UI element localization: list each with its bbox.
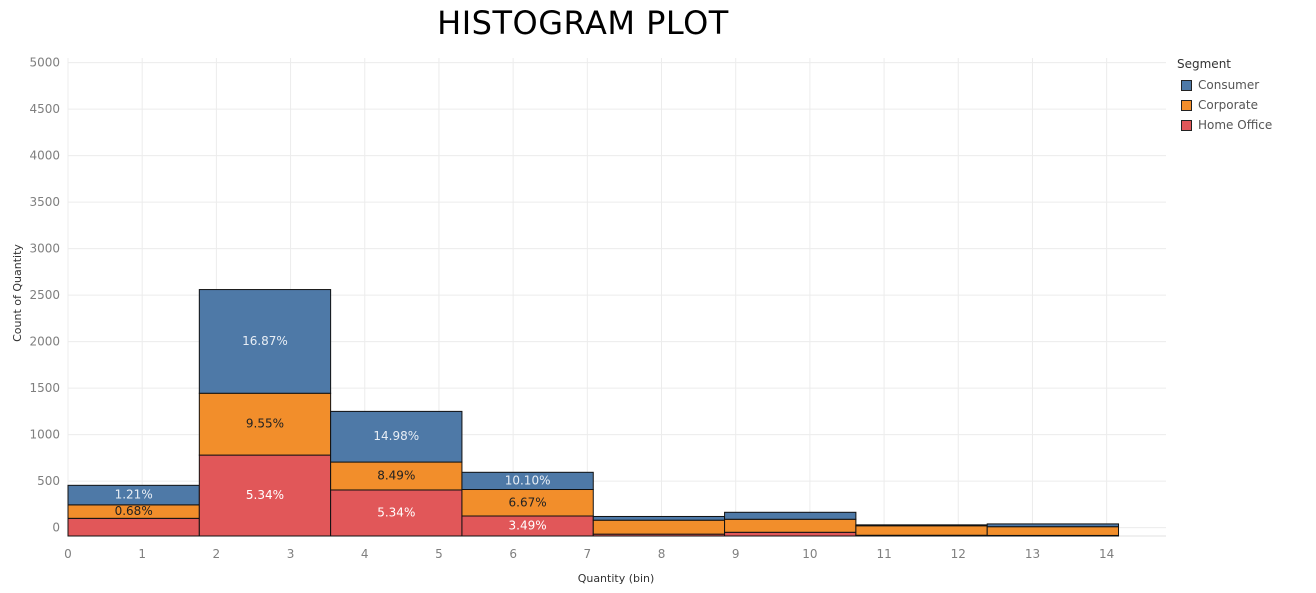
data-label-corporate: 0.68% — [115, 504, 153, 518]
chart-title: HISTOGRAM PLOT — [437, 4, 729, 42]
x-tick-label: 0 — [64, 547, 72, 561]
legend-item-home-office[interactable]: Home Office — [1177, 115, 1272, 135]
x-tick-label: 7 — [584, 547, 592, 561]
bar-consumer — [198, 289, 332, 394]
x-tick-label: 9 — [732, 547, 740, 561]
bar-home-office — [330, 489, 463, 537]
legend-item-consumer[interactable]: Consumer — [1177, 75, 1272, 95]
x-axis: 0 1 2 3 4 5 6 7 8 9 10 11 12 13 14 — [64, 547, 1114, 561]
data-label-consumer: 10.10% — [505, 473, 551, 487]
y-tick-label: 3000 — [29, 242, 60, 256]
legend-swatch — [1181, 99, 1192, 111]
x-tick-label: 13 — [1025, 547, 1040, 561]
data-label-home-office: 3.49% — [509, 519, 547, 533]
x-tick-label: 6 — [509, 547, 517, 561]
legend: Segment Consumer Corporate Home Office — [1177, 57, 1272, 135]
bars-layer — [67, 289, 1120, 537]
bar-corporate — [198, 392, 332, 456]
data-label-consumer: 14.98% — [373, 429, 419, 443]
legend-label: Home Office — [1198, 118, 1273, 132]
x-tick-label: 8 — [658, 547, 666, 561]
x-tick-label: 2 — [213, 547, 221, 561]
legend-swatch — [1181, 79, 1192, 91]
bar-consumer — [986, 523, 1120, 528]
data-labels-layer: 0.68% 1.21% 5.34% 9.55% 16.87% 5.34% 8.49% 14.9… — [115, 334, 551, 533]
legend-label: Consumer — [1198, 78, 1260, 92]
x-tick-label: 14 — [1099, 547, 1114, 561]
legend-item-corporate[interactable]: Corporate — [1177, 95, 1272, 115]
bar-consumer — [855, 524, 988, 527]
bar-corporate — [986, 526, 1120, 536]
x-axis-label: Quantity (bin) — [578, 572, 655, 585]
y-tick-label: 2500 — [29, 288, 60, 302]
bar-home-office — [198, 454, 332, 537]
bar-corporate — [724, 518, 857, 533]
x-tick-label: 10 — [802, 547, 817, 561]
data-label-corporate: 8.49% — [377, 469, 415, 483]
y-tick-label: 3500 — [29, 195, 60, 209]
bar-consumer — [724, 511, 857, 520]
legend-title: Segment — [1177, 57, 1231, 71]
data-label-corporate: 9.55% — [246, 417, 284, 431]
y-tick-label: 4000 — [29, 149, 60, 163]
data-label-home-office: 5.34% — [246, 488, 284, 502]
bar-corporate — [461, 489, 594, 517]
bar-corporate — [592, 519, 726, 535]
y-tick-label: 500 — [37, 474, 60, 488]
data-label-consumer: 1.21% — [115, 488, 153, 502]
bar-corporate — [330, 461, 463, 491]
y-tick-label: 0 — [52, 521, 60, 535]
y-axis: 0 500 1000 1500 2000 2500 3000 3500 4000 4500 5000 — [29, 56, 60, 535]
bar-consumer — [461, 471, 594, 491]
y-tick-label: 1500 — [29, 381, 60, 395]
legend-items: Consumer Corporate Home Office — [1177, 75, 1272, 135]
y-tick-label: 2000 — [29, 335, 60, 349]
y-tick-label: 4500 — [29, 102, 60, 116]
bar-consumer — [330, 410, 463, 463]
x-tick-label: 3 — [287, 547, 295, 561]
y-tick-label: 5000 — [29, 56, 60, 70]
x-tick-label: 12 — [951, 547, 966, 561]
x-tick-label: 5 — [435, 547, 443, 561]
bar-home-office — [724, 531, 857, 537]
data-label-consumer: 16.87% — [242, 334, 288, 348]
x-tick-label: 11 — [876, 547, 891, 561]
y-axis-label: Count of Quantity — [11, 244, 24, 342]
y-tick-label: 1000 — [29, 428, 60, 442]
legend-swatch — [1181, 119, 1192, 131]
data-label-corporate: 6.67% — [509, 495, 547, 509]
bar-home-office — [67, 517, 200, 537]
x-tick-label: 1 — [138, 547, 146, 561]
legend-label: Corporate — [1198, 98, 1258, 112]
data-label-home-office: 5.34% — [377, 505, 415, 519]
bar-consumer — [592, 515, 726, 521]
x-tick-label: 4 — [361, 547, 369, 561]
bar-corporate — [855, 525, 988, 536]
